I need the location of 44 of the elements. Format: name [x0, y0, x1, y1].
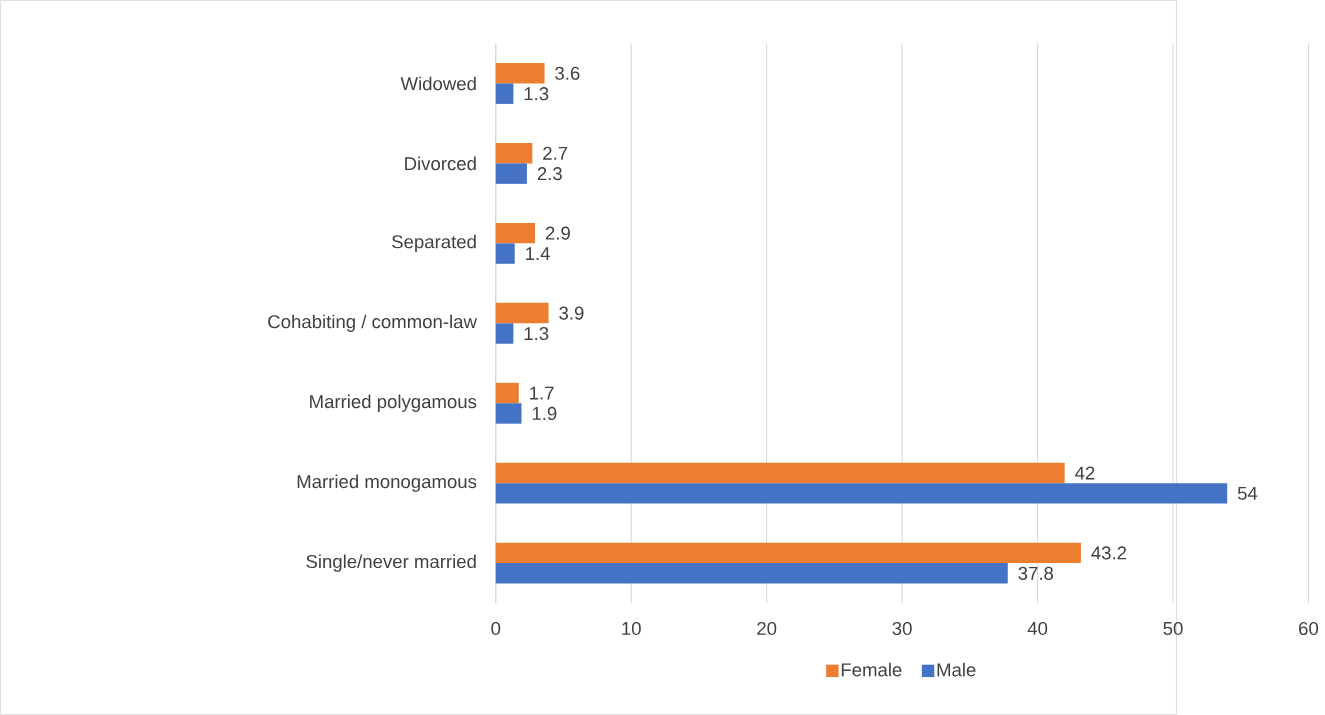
- data-label: 2.7: [543, 146, 568, 160]
- y-tick-label: Separated: [392, 234, 476, 253]
- bar: [495, 323, 514, 344]
- data-label: 54: [1237, 486, 1258, 500]
- y-tick-label: Married polygamous: [310, 394, 477, 412]
- legend-label: Male: [937, 662, 976, 677]
- data-label: 1.7: [530, 386, 554, 400]
- bar: [495, 163, 527, 184]
- y-tick-label: Single/never married: [306, 554, 476, 572]
- bar: [495, 542, 1081, 564]
- y-tick-label: Cohabiting / common-law: [268, 314, 477, 332]
- bar: [495, 243, 515, 264]
- data-label: 1.3: [524, 87, 549, 101]
- x-tick-label: 60: [1299, 621, 1319, 636]
- y-tick-label: Divorced: [405, 156, 476, 171]
- bar: [495, 382, 519, 404]
- data-label: 1.9: [532, 406, 557, 421]
- bar: [495, 483, 1228, 504]
- data-label: 43.2: [1091, 546, 1127, 560]
- x-tick-label: 50: [1163, 621, 1183, 636]
- bar: [495, 83, 514, 104]
- x-tick-label: 30: [892, 621, 912, 636]
- bar: [495, 63, 545, 84]
- data-label: 3.6: [555, 66, 580, 80]
- data-label: 37.8: [1018, 566, 1054, 580]
- bar: [495, 563, 1008, 584]
- x-tick-label: 40: [1027, 621, 1048, 636]
- x-tick-label: 10: [622, 621, 641, 636]
- data-label: 3.9: [559, 306, 584, 320]
- legend-label: Female: [841, 662, 902, 677]
- data-label: 2.9: [545, 226, 570, 240]
- y-tick-label: Widowed: [400, 76, 476, 91]
- data-label: 1.3: [524, 326, 549, 341]
- bar: [495, 142, 533, 164]
- x-tick-label: 20: [757, 621, 777, 636]
- data-label: 1.4: [526, 247, 550, 260]
- bar: [495, 403, 522, 424]
- bar: [495, 222, 536, 244]
- data-label: 42: [1075, 466, 1095, 480]
- x-tick-label: 0: [491, 621, 501, 636]
- data-label: 2.3: [537, 167, 562, 181]
- bar: [495, 462, 1065, 484]
- y-tick-label: Married monogamous: [297, 474, 477, 492]
- bar: [495, 302, 549, 324]
